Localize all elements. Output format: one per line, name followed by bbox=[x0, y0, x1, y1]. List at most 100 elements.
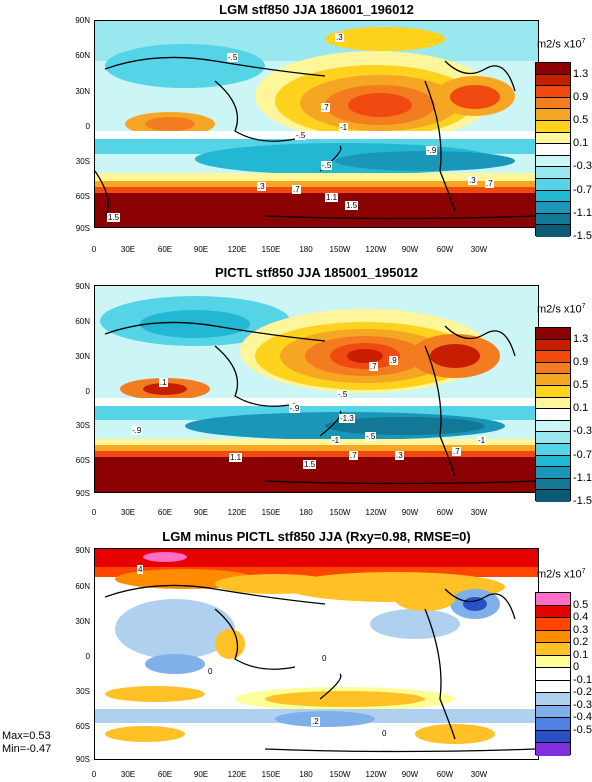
x-tick: 180 bbox=[299, 245, 313, 254]
colorbar-swatch bbox=[536, 730, 570, 744]
colorbar-swatch bbox=[536, 339, 570, 352]
colorbar-swatch bbox=[536, 109, 570, 121]
colorbar-swatch bbox=[536, 328, 570, 340]
min-stat: Min=-0.47 bbox=[2, 743, 52, 755]
contour-label: 0 bbox=[207, 667, 214, 676]
colorbar-label: 0.9 bbox=[573, 90, 589, 103]
x-tick: 150W bbox=[329, 245, 351, 254]
x-tick: 90E bbox=[193, 770, 209, 779]
y-tick: 60N bbox=[75, 582, 90, 591]
units-exponent: 7 bbox=[581, 303, 586, 310]
colorbar-label: 1.3 bbox=[573, 332, 589, 345]
x-tick: 150W bbox=[329, 770, 351, 779]
y-tick: 90S bbox=[75, 489, 90, 498]
colorbar-label: 0 bbox=[573, 661, 580, 674]
colorbar-swatch bbox=[536, 97, 570, 110]
contour-label: -.9 bbox=[131, 426, 143, 435]
colorbar-label: 0.4 bbox=[573, 611, 589, 624]
colorbar-units: m2/s x107 bbox=[537, 568, 586, 581]
units-exponent: 7 bbox=[581, 568, 586, 575]
colorbar-label: -1.5 bbox=[573, 230, 592, 242]
x-tick: 30E bbox=[120, 770, 136, 779]
colorbar-label: -0.2 bbox=[573, 686, 592, 699]
x-tick: 150W bbox=[329, 508, 351, 517]
colorbar-swatch bbox=[536, 120, 570, 133]
y-tick: 30S bbox=[75, 157, 90, 166]
contour-label: -.5 bbox=[321, 161, 333, 170]
contour-label: 1.1 bbox=[325, 193, 339, 202]
contour-label: -1.3 bbox=[339, 414, 355, 423]
contour-label: -.5 bbox=[227, 53, 239, 62]
colorbar-swatch bbox=[536, 693, 570, 706]
colorbar-label: -0.3 bbox=[573, 698, 592, 711]
colorbar-swatch bbox=[536, 225, 570, 237]
colorbar-swatch bbox=[536, 605, 570, 619]
x-tick: 120E bbox=[227, 245, 247, 254]
x-tick: 120W bbox=[365, 770, 387, 779]
y-tick: 30N bbox=[75, 352, 90, 361]
x-tick: 120W bbox=[365, 508, 387, 517]
units-text: m2/s x10 bbox=[537, 38, 582, 51]
x-tick: 120E bbox=[227, 508, 247, 517]
x-tick: 60E bbox=[157, 770, 173, 779]
contour-label: .7 bbox=[349, 451, 358, 460]
contour-label: .9 bbox=[389, 356, 398, 365]
colorbar-label: -0.1 bbox=[573, 673, 592, 686]
contour-label: -.9 bbox=[289, 404, 301, 413]
colorbar-swatch bbox=[536, 705, 570, 719]
x-tick: 120E bbox=[227, 770, 247, 779]
colorbar-label: -0.7 bbox=[573, 183, 592, 196]
units-text: m2/s x10 bbox=[537, 568, 582, 581]
y-tick: 30S bbox=[75, 687, 90, 696]
contour-label: -1 bbox=[477, 436, 487, 445]
contour-label: -1 bbox=[339, 123, 349, 132]
colorbar-label: 0.5 bbox=[573, 114, 589, 126]
y-tick: 60S bbox=[75, 722, 90, 731]
x-tick: 30E bbox=[120, 508, 136, 517]
colorbar-swatch bbox=[536, 618, 570, 631]
colorbar-label: -0.5 bbox=[573, 723, 592, 736]
x-tick: 30W bbox=[470, 245, 488, 254]
colorbar-label: 1.3 bbox=[573, 67, 589, 80]
contour-label: -1 bbox=[331, 436, 341, 445]
x-tick: 30W bbox=[470, 508, 488, 517]
colorbar-label: 0.5 bbox=[573, 598, 589, 611]
contour-label: .3 bbox=[335, 33, 344, 42]
colorbar-units: m2/s x107 bbox=[537, 38, 586, 51]
colorbar-swatch bbox=[536, 63, 570, 75]
colorbar-swatch bbox=[536, 202, 570, 214]
x-tick: 60W bbox=[436, 508, 454, 517]
colorbar bbox=[535, 62, 571, 237]
contour-label: .1 bbox=[159, 378, 168, 387]
colorbar-label: -1.1 bbox=[573, 206, 592, 219]
colorbar-swatch bbox=[536, 420, 570, 433]
x-tick: 120W bbox=[365, 245, 387, 254]
y-tick: 30N bbox=[75, 617, 90, 626]
x-tick: 60E bbox=[157, 508, 173, 517]
x-tick: 0 bbox=[91, 770, 97, 779]
x-tick: 90W bbox=[401, 770, 419, 779]
contour-label: .2 bbox=[311, 717, 320, 726]
contour-label: .7 bbox=[452, 447, 461, 456]
max-stat: Max=0.53 bbox=[2, 730, 51, 742]
x-tick: 90W bbox=[401, 245, 419, 254]
contour-label: -.9 bbox=[426, 146, 438, 155]
x-tick: 60W bbox=[436, 245, 454, 254]
colorbar-swatch bbox=[536, 743, 570, 756]
map-plot: .7 .9 .1 -.5 -.9 -1.3 -.9 -1 -.5 -1 1.1 … bbox=[94, 285, 539, 493]
y-tick: 30S bbox=[75, 421, 90, 430]
x-tick: 150E bbox=[261, 770, 281, 779]
colorbar-label: 0.9 bbox=[573, 355, 589, 368]
y-tick: 0 bbox=[85, 652, 90, 661]
x-tick: 60W bbox=[436, 770, 454, 779]
colorbar-label: -1.5 bbox=[573, 495, 592, 507]
x-tick: 90E bbox=[193, 508, 209, 517]
contour-label: -.5 bbox=[365, 432, 377, 441]
colorbar-swatch bbox=[536, 655, 570, 669]
y-tick: 60S bbox=[75, 456, 90, 465]
contour-label: -.5 bbox=[337, 390, 349, 399]
colorbar-swatch bbox=[536, 443, 570, 456]
y-tick: 60N bbox=[75, 317, 90, 326]
y-tick: 30N bbox=[75, 87, 90, 96]
x-tick: 180 bbox=[299, 770, 313, 779]
